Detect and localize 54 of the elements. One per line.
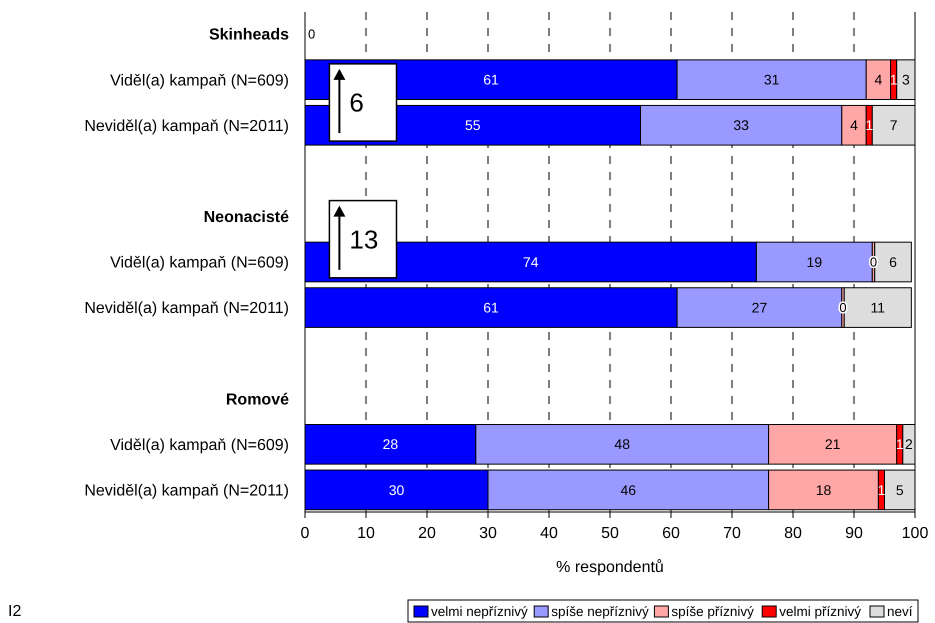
y-tick-label: Viděl(a) kampaň (N=609) — [110, 72, 289, 90]
data-label: 5 — [896, 482, 904, 498]
data-label: 31 — [764, 72, 780, 88]
data-label: 61 — [483, 72, 500, 88]
y-tick-label: Neonacisté — [204, 209, 290, 226]
text: I2 — [8, 603, 22, 620]
x-tick-label: 100 — [902, 525, 928, 542]
x-tick-label: 40 — [540, 525, 558, 542]
x-tick-label: 30 — [479, 525, 497, 542]
legend-label: spíše nepříznivý — [551, 604, 649, 619]
annotation: 13 — [349, 224, 378, 254]
annotation: 0 — [308, 26, 316, 42]
y-tick-label: Neviděl(a) kampaň (N=2011) — [84, 482, 289, 500]
x-tick-label: 50 — [601, 525, 619, 542]
data-label: 33 — [733, 117, 750, 134]
x-tick-label: 60 — [662, 525, 680, 542]
data-label: 7 — [890, 117, 898, 134]
legend-label: velmi nepříznivý — [431, 604, 528, 619]
x-tick-label: 0 — [300, 525, 310, 542]
annotation: 6 — [349, 88, 364, 118]
x-tick-label: 90 — [845, 525, 863, 542]
data-label: 11 — [870, 299, 886, 316]
data-label: 4 — [874, 72, 882, 88]
data-label: 18 — [816, 482, 832, 498]
x-tick-label: 20 — [418, 525, 436, 542]
data-label: 19 — [806, 254, 822, 270]
x-tick-label: 70 — [723, 525, 741, 542]
x-tick-label: 10 — [357, 525, 375, 542]
data-label: 2 — [905, 436, 913, 452]
legend-label: neví — [887, 604, 913, 619]
data-label: 3 — [902, 72, 910, 88]
y-tick-label: Romové — [226, 391, 290, 408]
x-tick-label: 80 — [784, 525, 802, 542]
data-label: 61 — [483, 299, 500, 316]
data-label: 28 — [382, 436, 398, 452]
data-label: 74 — [522, 254, 539, 270]
y-tick-label: Viděl(a) kampaň (N=609) — [110, 254, 289, 272]
data-label: 30 — [388, 482, 404, 498]
legend-label: spíše příznivý — [671, 604, 754, 619]
y-tick-label: Neviděl(a) kampaň (N=2011) — [84, 118, 289, 135]
data-label: 55 — [464, 117, 481, 134]
data-label: 0 — [839, 300, 847, 316]
data-label: 48 — [614, 436, 630, 452]
data-label: 27 — [752, 299, 768, 316]
legend-label: velmi příznivý — [779, 604, 862, 619]
y-tick-label: Viděl(a) kampaň (N=609) — [110, 436, 289, 454]
y-tick-label: Skinheads — [208, 26, 290, 44]
data-label: 4 — [850, 117, 858, 134]
data-label: 46 — [620, 482, 636, 498]
data-label: 6 — [889, 254, 898, 270]
data-label: 21 — [824, 436, 841, 452]
y-tick-label: Neviděl(a) kampaň (N=2011) — [84, 300, 289, 318]
data-label: 0 — [870, 254, 878, 270]
x-axis-title: % respondentů — [556, 559, 664, 576]
